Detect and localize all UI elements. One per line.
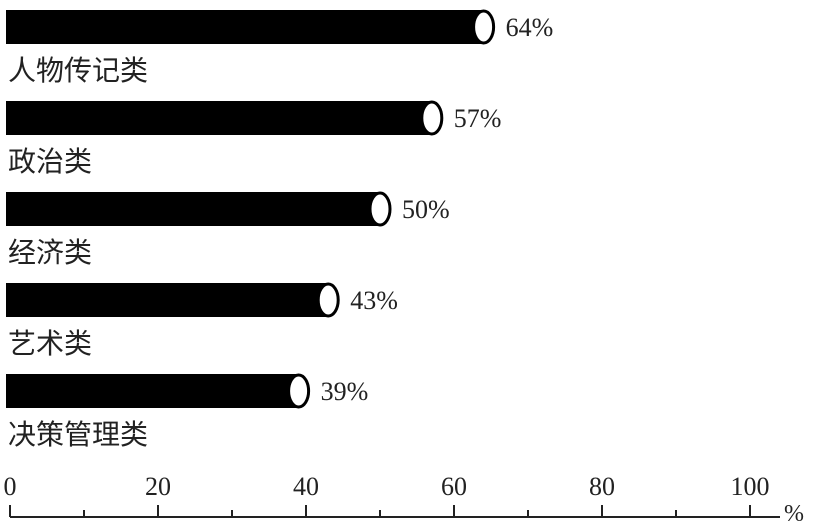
bar-end-cap xyxy=(472,9,496,45)
bar-end-cap xyxy=(420,100,444,136)
bar xyxy=(6,10,484,44)
value-label: 57% xyxy=(454,104,502,133)
category-label: 经济类 xyxy=(8,236,92,269)
bar xyxy=(6,101,432,135)
bar xyxy=(6,374,299,408)
category-label: 政治类 xyxy=(8,145,92,178)
bars-layer: 64% 人物传记类 57% 政治类 50% 经济类 43% 艺术类 39% 决策管理类 xyxy=(6,9,554,451)
bar xyxy=(6,283,329,317)
x-tick-label: 100 xyxy=(731,472,770,501)
category-label: 人物传记类 xyxy=(8,54,148,87)
bar-end-cap xyxy=(368,191,392,227)
x-tick-label: 60 xyxy=(441,472,467,501)
bar xyxy=(6,192,380,226)
x-axis: % 0 20 40 60 80 100 xyxy=(4,472,805,525)
x-axis-unit: % xyxy=(784,501,804,525)
category-label: 艺术类 xyxy=(8,327,92,360)
value-label: 39% xyxy=(321,377,369,406)
value-label: 50% xyxy=(402,195,450,224)
x-tick-label: 40 xyxy=(293,472,319,501)
x-tick-label: 80 xyxy=(589,472,615,501)
bar-end-cap xyxy=(287,373,311,409)
value-label: 43% xyxy=(350,286,398,315)
value-label: 64% xyxy=(506,13,554,42)
x-tick-label: 20 xyxy=(145,472,171,501)
bar-end-cap xyxy=(316,282,340,318)
x-tick-label: 0 xyxy=(4,472,17,501)
category-label: 决策管理类 xyxy=(8,418,148,451)
